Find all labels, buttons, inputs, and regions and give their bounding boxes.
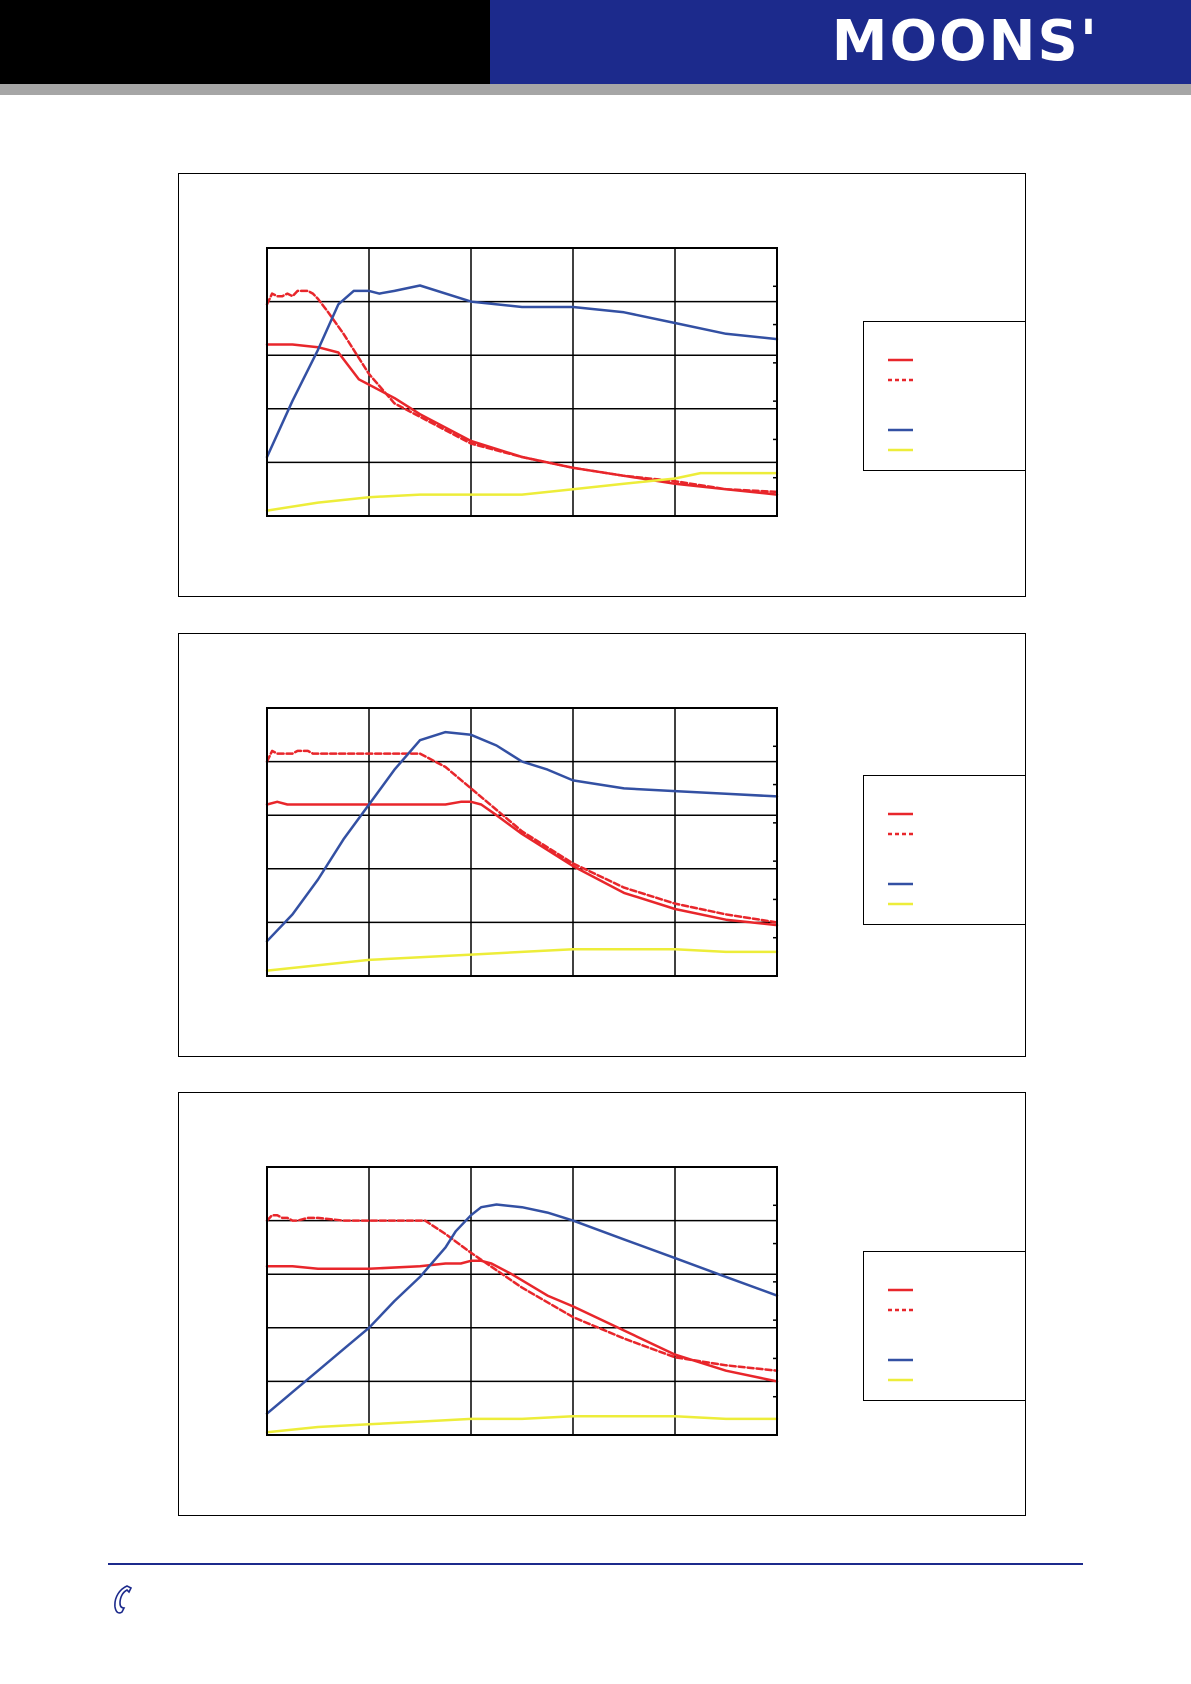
moons-logo: MOONS' bbox=[831, 9, 1099, 74]
dashed-red-series bbox=[265, 1213, 779, 1372]
yellow-series bbox=[265, 947, 779, 972]
chart-panel-3 bbox=[178, 1092, 1026, 1516]
legend-swatches-3 bbox=[888, 1288, 913, 1382]
chart-plot-1 bbox=[265, 247, 779, 517]
header-black-band bbox=[0, 0, 490, 84]
chart-panel-1 bbox=[178, 173, 1026, 597]
plot-frame bbox=[266, 1166, 778, 1436]
legend-swatches-2 bbox=[888, 812, 913, 906]
blue-series bbox=[265, 284, 779, 459]
chart-legend-1 bbox=[863, 321, 1026, 471]
solid-red-series bbox=[265, 1259, 779, 1383]
plot-frame bbox=[266, 247, 778, 517]
chart-legend-2 bbox=[863, 775, 1026, 925]
plot-frame bbox=[266, 707, 778, 977]
chart-legend-3 bbox=[863, 1251, 1026, 1401]
yellow-series bbox=[265, 1414, 779, 1434]
blue-series bbox=[265, 730, 779, 943]
phone-icon bbox=[114, 1585, 133, 1614]
header-rule bbox=[0, 84, 1191, 95]
legend-swatches-1 bbox=[888, 358, 913, 452]
solid-red-series bbox=[265, 800, 779, 927]
chart-plot-2 bbox=[265, 707, 779, 977]
solid-red-series bbox=[265, 343, 779, 496]
yellow-series bbox=[265, 471, 779, 512]
chart-plot-3 bbox=[265, 1166, 779, 1436]
header-blue-band: MOONS' bbox=[490, 0, 1191, 84]
dashed-red-series bbox=[265, 749, 779, 924]
dashed-red-series bbox=[265, 289, 779, 494]
blue-series bbox=[265, 1203, 779, 1415]
chart-panel-2 bbox=[178, 633, 1026, 1057]
footer-rule bbox=[108, 1563, 1083, 1565]
